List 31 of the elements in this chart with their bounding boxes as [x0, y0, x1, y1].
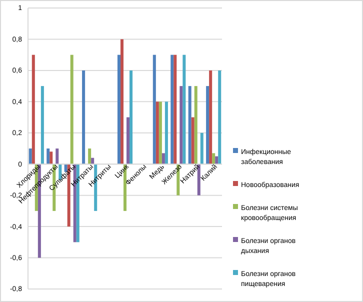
bar [218, 70, 222, 164]
bar [191, 117, 194, 164]
bar [188, 86, 192, 164]
bar [194, 86, 198, 164]
bar [130, 70, 133, 164]
bar [88, 148, 92, 164]
bar [170, 54, 174, 164]
bar [40, 86, 44, 164]
bar [212, 153, 216, 164]
bar [58, 164, 62, 180]
bar [162, 153, 165, 164]
bar [164, 102, 168, 164]
bar [209, 70, 212, 164]
bar [156, 102, 159, 164]
bar [182, 54, 186, 164]
bar [82, 70, 86, 164]
bar [206, 86, 210, 164]
bar [70, 54, 74, 164]
bar [174, 54, 177, 164]
bar [120, 39, 124, 164]
bar [200, 132, 204, 164]
bar [46, 148, 50, 164]
bar [180, 86, 183, 164]
bar [152, 54, 156, 164]
bar [32, 54, 35, 164]
bar [50, 152, 53, 164]
bar [56, 148, 59, 164]
bar [126, 117, 130, 164]
bar [28, 148, 32, 164]
bar [117, 54, 120, 164]
bar [158, 102, 162, 164]
